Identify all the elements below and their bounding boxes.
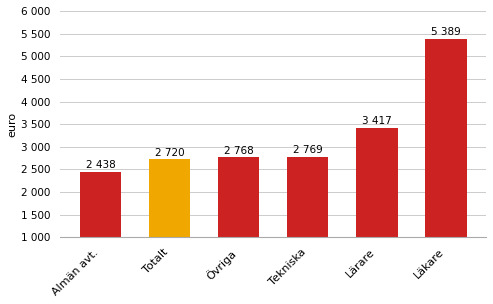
Text: 2 720: 2 720 <box>155 148 184 158</box>
Text: 2 769: 2 769 <box>293 146 322 155</box>
Text: 2 438: 2 438 <box>86 161 115 171</box>
Bar <box>356 128 397 283</box>
Text: 2 768: 2 768 <box>224 146 253 156</box>
Bar <box>425 39 467 283</box>
Text: 5 389: 5 389 <box>431 27 461 37</box>
Bar <box>218 157 259 283</box>
Text: 3 417: 3 417 <box>362 116 392 126</box>
Y-axis label: euro: euro <box>7 112 17 137</box>
Bar <box>80 172 121 283</box>
Bar <box>149 160 190 283</box>
Bar <box>287 157 328 283</box>
